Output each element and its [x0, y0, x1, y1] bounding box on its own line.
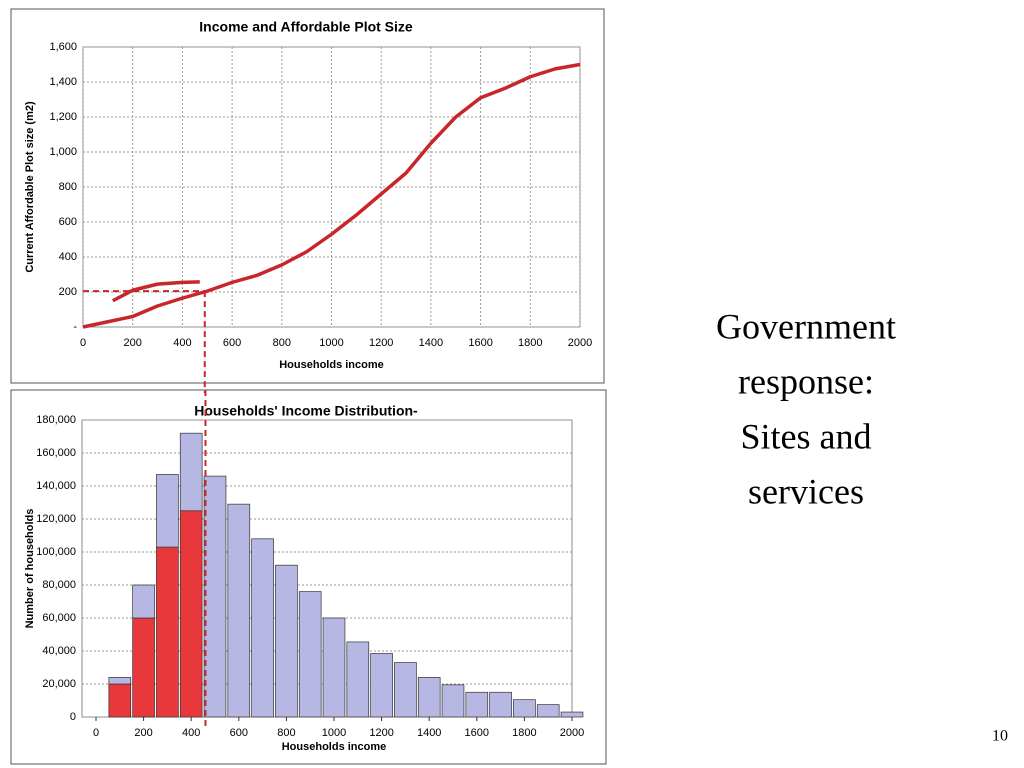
bar-segment: [513, 699, 536, 718]
bar-segment: [275, 564, 298, 718]
line: [112, 280, 200, 303]
y-tick-label: -: [73, 321, 77, 333]
y-tick-label: 200: [59, 286, 77, 298]
x-tick-label: 1000: [319, 337, 343, 349]
bar-segment: [132, 617, 155, 718]
chart-title: Households' Income Distribution-: [194, 403, 418, 419]
x-tick-label: 2000: [560, 727, 584, 739]
slide-text: response:: [738, 361, 874, 401]
x-tick-label: 0: [93, 727, 99, 739]
chart-title: Income and Affordable Plot Size: [199, 19, 413, 35]
x-tick-label: 2000: [568, 337, 592, 349]
bar-segment: [489, 691, 512, 718]
y-axis-label: Number of households: [24, 509, 36, 629]
bar-segment: [156, 474, 179, 548]
x-tick-label: 0: [80, 337, 86, 349]
y-tick-label: 160,000: [36, 447, 76, 459]
y-tick-label: 100,000: [36, 546, 76, 558]
x-tick-label: 1200: [369, 337, 393, 349]
x-axis-label: Households income: [282, 741, 387, 753]
y-tick-label: 0: [70, 711, 76, 723]
bar-segment: [179, 510, 203, 718]
bar-segment: [370, 653, 393, 718]
slide-text: services: [748, 471, 864, 511]
y-tick-label: 800: [59, 181, 77, 193]
y-axis-label: Current Affordable Plot size (m2): [24, 101, 36, 273]
bar-segment: [394, 662, 417, 718]
bar-segment: [322, 617, 346, 718]
x-tick-label: 1600: [468, 337, 492, 349]
x-tick-label: 800: [273, 337, 291, 349]
x-axis-label: Households income: [279, 359, 384, 371]
x-tick-label: 200: [124, 337, 142, 349]
y-tick-label: 140,000: [36, 480, 76, 492]
bar-segment: [298, 591, 322, 718]
slide-text: Sites and: [741, 416, 872, 456]
x-tick-label: 1400: [417, 727, 441, 739]
y-tick-label: 1,600: [49, 41, 77, 53]
bar-segment: [156, 546, 179, 718]
x-tick-label: 1200: [369, 727, 393, 739]
x-tick-label: 1800: [518, 337, 542, 349]
page-number: 10: [992, 728, 1008, 745]
x-tick-label: 600: [230, 727, 248, 739]
y-tick-label: 400: [59, 251, 77, 263]
slide-text: Government: [716, 306, 896, 346]
y-tick-label: 60,000: [42, 612, 76, 624]
y-tick-label: 1,400: [49, 76, 77, 88]
bar-segment: [441, 684, 465, 718]
bar-segment: [346, 641, 370, 718]
bar-segment: [251, 538, 274, 718]
y-tick-label: 80,000: [42, 579, 76, 591]
x-tick-label: 1000: [322, 727, 346, 739]
x-tick-label: 600: [223, 337, 241, 349]
x-tick-label: 1800: [512, 727, 536, 739]
x-tick-label: 400: [173, 337, 191, 349]
y-tick-label: 40,000: [42, 645, 76, 657]
y-tick-label: 1,000: [49, 146, 77, 158]
line: [82, 62, 581, 329]
y-tick-label: 180,000: [36, 414, 76, 426]
y-tick-label: 120,000: [36, 513, 76, 525]
bar-segment: [179, 432, 203, 512]
y-tick-label: 1,200: [49, 111, 77, 123]
x-tick-label: 200: [134, 727, 152, 739]
bar-segment: [108, 683, 132, 718]
x-tick-label: 400: [182, 727, 200, 739]
bar-segment: [560, 711, 584, 718]
bar-segment: [108, 677, 132, 685]
bar-segment: [536, 704, 560, 718]
x-tick-label: 800: [277, 727, 295, 739]
bar-segment: [227, 503, 251, 718]
y-tick-label: 600: [59, 216, 77, 228]
bar-segment: [465, 691, 489, 718]
x-tick-label: 1400: [419, 337, 443, 349]
x-tick-label: 1600: [465, 727, 489, 739]
y-tick-label: 20,000: [42, 678, 76, 690]
bar-segment: [417, 677, 441, 718]
bar-segment: [203, 475, 227, 718]
bar-segment: [132, 584, 155, 619]
